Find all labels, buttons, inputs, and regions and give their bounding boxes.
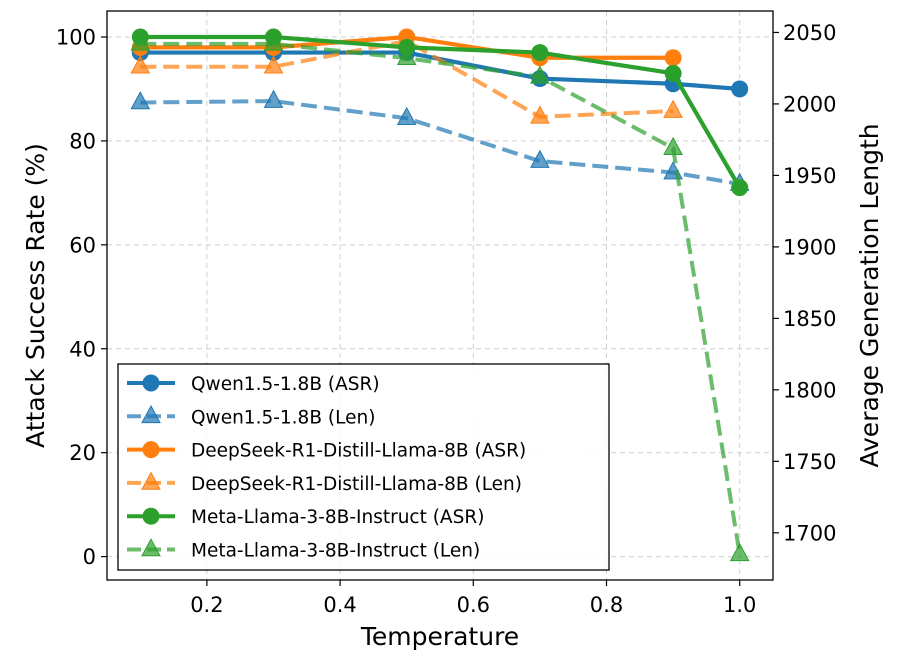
- legend-swatch-marker: [141, 538, 161, 557]
- y-tick-label: 100: [56, 25, 96, 49]
- legend-swatch-marker: [141, 471, 161, 490]
- legend-swatch-marker: [142, 374, 160, 392]
- legend: Qwen1.5-1.8B (ASR) Qwen1.5-1.8B (Len) Deep…: [117, 363, 610, 571]
- legend-swatch-marker: [141, 404, 161, 424]
- legend-label: DeepSeek-R1-Distill-Llama-8B (Len): [191, 474, 522, 495]
- data-point: [731, 179, 749, 197]
- series-line: [140, 41, 742, 555]
- y2-tick-label: 1750: [783, 450, 836, 474]
- y2-tick-label: 2000: [783, 92, 836, 116]
- x-tick-label: 0.8: [590, 593, 623, 617]
- plot-frame: [106, 10, 774, 581]
- data-point: [664, 64, 682, 82]
- data-point-triangle: [663, 136, 683, 156]
- series-line: [140, 34, 742, 189]
- y2-tick-label: 2050: [783, 21, 836, 45]
- y-axis-title: Attack Success Rate (%): [21, 143, 50, 448]
- data-point-triangle: [663, 99, 683, 118]
- data-point-triangle: [263, 89, 284, 108]
- legend-swatch-marker: [142, 507, 160, 525]
- data-point: [731, 80, 749, 98]
- legend-item: Meta-Llama-3-8B-Instruct (Len): [127, 538, 480, 562]
- y2-tick-label: 1850: [783, 307, 836, 331]
- y2-tick-label: 1700: [783, 521, 836, 545]
- legend-label: Qwen1.5-1.8B (Len): [191, 407, 375, 428]
- series-5: [130, 32, 750, 562]
- y2-axis-title: Average Generation Length: [855, 123, 884, 467]
- data-point-triangle: [130, 32, 151, 51]
- x-tick-label: 1.0: [723, 593, 756, 617]
- data-point-triangle: [530, 149, 550, 168]
- series-layer: [130, 28, 750, 562]
- data-point-triangle: [530, 105, 550, 124]
- data-point-triangle: [130, 91, 151, 110]
- legend-item: Qwen1.5-1.8B (Len): [127, 404, 375, 428]
- x-tick-label: 0.6: [457, 593, 490, 617]
- y-tick-label: 60: [69, 233, 96, 257]
- axis-ticks: 0.2 0.4 0.6 0.8 1.0 0 20 40 60 80 100 1700 1750 1800 1…: [56, 21, 837, 617]
- legend-item: Meta-Llama-3-8B-Instruct (ASR): [127, 507, 484, 528]
- legend-label: Meta-Llama-3-8B-Instruct (Len): [191, 541, 480, 562]
- x-axis-title: Temperature: [360, 622, 519, 651]
- x-tick-label: 0.4: [323, 593, 356, 617]
- legend-item: DeepSeek-R1-Distill-Llama-8B (Len): [127, 471, 522, 495]
- y-tick-label: 80: [69, 129, 96, 153]
- y2-tick-label: 1950: [783, 164, 836, 188]
- data-point-triangle: [530, 65, 550, 84]
- legend-box: [117, 363, 610, 571]
- data-point: [531, 44, 549, 62]
- y2-tick-label: 1900: [783, 235, 836, 259]
- legend-item: Qwen1.5-1.8B (ASR): [127, 374, 380, 395]
- y-tick-label: 20: [69, 441, 96, 465]
- series-line: [140, 99, 741, 186]
- legend-label: Qwen1.5-1.8B (ASR): [191, 374, 380, 395]
- legend-label: DeepSeek-R1-Distill-Llama-8B (ASR): [191, 441, 526, 462]
- data-point-triangle: [130, 55, 151, 74]
- y2-tick-label: 1800: [783, 378, 836, 402]
- data-point: [664, 49, 682, 67]
- legend-item: DeepSeek-R1-Distill-Llama-8B (ASR): [127, 441, 526, 462]
- data-point-triangle: [263, 32, 284, 51]
- data-point-triangle: [396, 106, 417, 126]
- data-point-triangle: [729, 542, 750, 562]
- legend-swatch-marker: [142, 441, 160, 459]
- data-point-triangle: [396, 46, 417, 65]
- y-tick-label: 40: [69, 337, 96, 361]
- x-tick-label: 0.2: [190, 593, 223, 617]
- y-tick-label: 0: [83, 545, 96, 569]
- data-point-triangle: [263, 55, 284, 74]
- legend-label: Meta-Llama-3-8B-Instruct (ASR): [191, 507, 484, 528]
